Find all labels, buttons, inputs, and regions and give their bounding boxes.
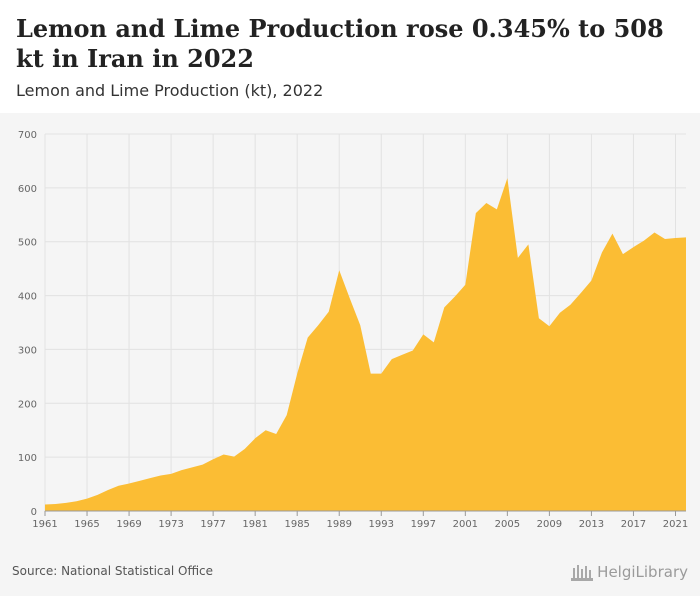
x-tick-label: 1965 [74,519,99,530]
x-tick-label: 2001 [453,519,478,530]
y-tick-label: 300 [18,345,37,356]
x-tick-label: 1993 [369,519,394,530]
x-tick-label: 1969 [116,519,141,530]
x-tick-label: 1981 [242,519,267,530]
x-tick-label: 1985 [284,519,309,530]
brand-name: HelgiLibrary [597,563,688,581]
y-tick-label: 100 [18,453,37,464]
x-tick-label: 2021 [663,519,688,530]
chart-subtitle: Lemon and Lime Production (kt), 2022 [16,81,324,100]
chart-title: Lemon and Lime Production rose 0.345% to… [16,14,664,73]
y-tick-label: 200 [18,399,37,410]
x-tick-label: 1997 [411,519,436,530]
y-tick-label: 400 [18,292,37,303]
x-tick-label: 1989 [327,519,352,530]
area-chart: 0 100 200 300 400 500 600 700 1961 1965 1969 1973 19… [18,130,688,530]
x-tick-label: 2005 [495,519,520,530]
y-tick-label: 600 [18,184,37,195]
y-tick-label: 500 [18,238,37,249]
chart-header: Lemon and Lime Production rose 0.345% to… [0,0,700,113]
x-tick-label: 1977 [200,519,225,530]
chart-footer: Source: National Statistical Office Helg… [0,550,700,596]
x-tick-label: 2013 [579,519,604,530]
x-tick-label: 1961 [32,519,57,530]
x-tick-label: 1973 [158,519,183,530]
x-tick-label: 2017 [621,519,646,530]
source-note: Source: National Statistical Office [12,564,214,578]
axes: 0 100 200 300 400 500 600 700 1961 1965 1969 1973 19… [18,130,688,530]
production-area [45,178,686,511]
area-series [45,178,686,511]
brand-logo: HelgiLibrary [571,560,688,584]
y-tick-label: 0 [31,507,37,518]
x-tick-label: 2009 [537,519,562,530]
library-building-icon [571,565,594,581]
y-tick-label: 700 [18,130,37,141]
